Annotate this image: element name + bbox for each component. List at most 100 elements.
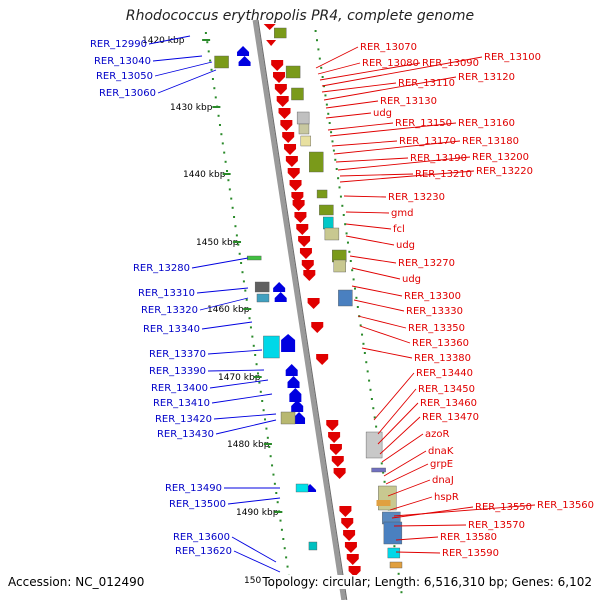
feature-block [383,521,403,545]
gene-label-rer-13070[interactable]: RER_13070 [360,42,417,53]
gene-label-rer-13340[interactable]: RER_13340 [143,324,200,335]
gene-label-udg[interactable]: udg [373,108,392,119]
ruler-dot [280,528,283,531]
gene-label-rer-13470[interactable]: RER_13470 [422,412,479,423]
gene-label-gmd[interactable]: gmd [391,208,413,219]
gene-label-rer-13060[interactable]: RER_13060 [99,88,156,99]
gene-label-rer-13440[interactable]: RER_13440 [416,368,473,379]
gene-label-rer-13120[interactable]: RER_13120 [458,72,515,83]
gene-label-rer-13190[interactable]: RER_13190 [410,153,467,164]
gene-label-leader [317,62,361,75]
gene-label-rer-13220[interactable]: RER_13220 [476,166,533,177]
reverse-gene-arrow [296,224,309,235]
gene-label-rer-13380[interactable]: RER_13380 [414,353,471,364]
gene-label-rer-13500[interactable]: RER_13500 [169,499,226,510]
gene-label-leader [389,496,433,511]
gene-label-rer-13460[interactable]: RER_13460 [420,398,477,409]
gene-label-azor[interactable]: azoR [425,429,449,440]
ruler-dot [397,572,400,575]
reverse-gene-arrow [274,84,287,95]
gene-label-rer-13130[interactable]: RER_13130 [380,96,437,107]
gene-label-rer-13330[interactable]: RER_13330 [406,306,463,317]
ruler-dot [261,400,264,402]
feature-block [285,65,301,79]
ruler-dot [285,556,288,559]
gene-label-rer-13570[interactable]: RER_13570 [468,520,525,531]
reverse-gene-arrow [329,444,342,455]
gene-label-leader [321,56,483,87]
gene-label-leader [207,349,263,355]
gene-label-rer-13150[interactable]: RER_13150 [395,118,452,129]
feature-block [378,485,397,511]
gene-label-rer-13490[interactable]: RER_13490 [165,483,222,494]
ruler-dot [317,48,320,51]
kbp-tick-label: 150 [244,576,261,586]
gene-label-leader [148,35,191,45]
gene-label-rer-13050[interactable]: RER_13050 [96,71,153,82]
gene-label-hspr[interactable]: hspR [434,492,459,503]
kbp-tick-label: 1470 kbp [218,373,261,383]
ruler-dot [327,112,330,115]
ruler-dot [221,142,224,145]
gene-label-rer-13320[interactable]: RER_13320 [141,305,198,316]
ruler-dot [351,269,354,272]
gene-label-rer-13100[interactable]: RER_13100 [484,52,541,63]
gene-label-leader [361,347,413,359]
gene-label-rer-13200[interactable]: RER_13200 [472,152,529,163]
gene-label-dnak[interactable]: dnaK [428,446,454,457]
gene-label-rer-13110[interactable]: RER_13110 [398,78,455,89]
gene-label-rer-13410[interactable]: RER_13410 [153,398,210,409]
gene-label-rer-13300[interactable]: RER_13300 [404,291,461,302]
kbp-tick-mark [212,106,221,108]
gene-label-leader [209,379,269,389]
ruler-dot [237,243,240,246]
gene-label-rer-13390[interactable]: RER_13390 [149,366,206,377]
gene-label-rer-13170[interactable]: RER_13170 [399,136,456,147]
feature-block [338,289,353,307]
gene-label-udg[interactable]: udg [396,240,415,251]
gene-label-rer-13430[interactable]: RER_13430 [157,429,214,440]
kbp-tick-mark [263,443,272,445]
gene-label-rer-13620[interactable]: RER_13620 [175,546,232,557]
ruler-dot [348,250,351,253]
gene-label-rer-13160[interactable]: RER_13160 [458,118,515,129]
gene-label-rer-13400[interactable]: RER_13400 [151,383,208,394]
gene-label-leader [157,69,217,94]
ruler-dot [248,317,251,320]
accession-label: Accession: NC_012490 [8,575,145,589]
gene-label-rer-13040[interactable]: RER_13040 [94,56,151,67]
gene-label-rer-13210[interactable]: RER_13210 [415,169,472,180]
ruler-dot [325,103,328,106]
forward-gene-arrow [281,334,296,352]
gene-label-udg[interactable]: udg [402,274,421,285]
gene-label-grpe[interactable]: grpE [430,459,453,470]
ruler-dot [211,78,214,80]
gene-label-rer-13360[interactable]: RER_13360 [412,338,469,349]
gene-label-rer-12990[interactable]: RER_12990 [90,39,147,50]
gene-label-rer-13350[interactable]: RER_13350 [408,323,465,334]
gene-label-rer-13560[interactable]: RER_13560 [537,500,594,511]
gene-label-rer-13590[interactable]: RER_13590 [442,548,499,559]
gene-label-rer-13090[interactable]: RER_13090 [422,58,479,69]
ruler-dot [363,352,366,354]
gene-label-rer-13580[interactable]: RER_13580 [440,532,497,543]
gene-label-rer-13230[interactable]: RER_13230 [388,192,445,203]
gene-label-rer-13280[interactable]: RER_13280 [133,263,190,274]
gene-label-rer-13420[interactable]: RER_13420 [155,414,212,425]
reverse-gene-arrow [307,298,320,309]
forward-gene-arrow [285,364,298,376]
reverse-gene-arrow [316,354,329,365]
gene-label-leader [351,267,401,280]
gene-label-rer-13310[interactable]: RER_13310 [138,288,195,299]
feature-block [308,541,318,551]
gene-label-rer-13450[interactable]: RER_13450 [418,384,475,395]
gene-label-rer-13270[interactable]: RER_13270 [398,258,455,269]
gene-label-dnaj[interactable]: dnaJ [432,475,454,486]
gene-label-rer-13600[interactable]: RER_13600 [173,532,230,543]
gene-label-rer-13180[interactable]: RER_13180 [462,136,519,147]
gene-label-rer-13370[interactable]: RER_13370 [149,349,206,360]
kbp-tick-mark [202,39,211,41]
gene-label-fcl[interactable]: fcl [393,224,405,235]
gene-label-rer-13080[interactable]: RER_13080 [362,58,419,69]
gene-label-leader [315,46,359,69]
